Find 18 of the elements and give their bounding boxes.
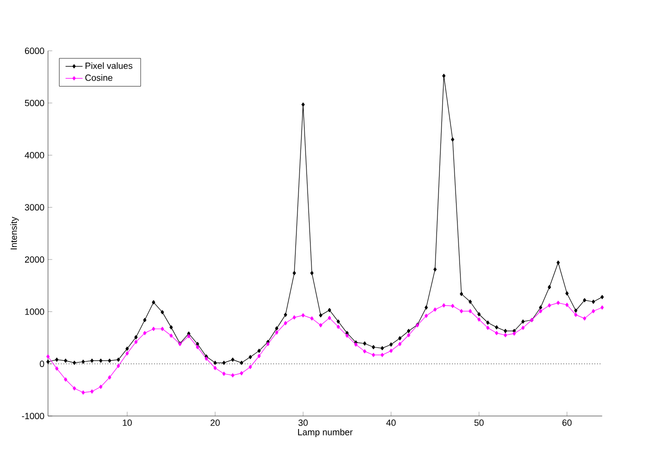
x-tick-label: 60 (562, 420, 572, 426)
legend-label: Pixel values (86, 62, 132, 69)
legend-label: Cosine (85, 74, 112, 81)
x-tick-label: 30 (298, 420, 308, 426)
x-axis-title: Lamp number (298, 428, 353, 438)
y-axis-title: Intensity (10, 216, 19, 250)
y-tick-label: 3000 (24, 204, 44, 211)
y-tick-label: 0 (40, 360, 44, 368)
y-tick-label: 5000 (24, 100, 44, 106)
x-tick-label: 20 (210, 420, 220, 426)
y-tick-label: 4000 (24, 152, 44, 158)
y-tick-label: 1000 (25, 308, 44, 315)
y-tick-label: 2000 (24, 256, 44, 263)
y-tick-label: -1000 (22, 412, 44, 420)
x-tick-label: 10 (122, 420, 132, 426)
x-tick-label: 50 (474, 420, 484, 426)
y-tick-label: 6000 (24, 48, 44, 54)
x-tick-label: 40 (386, 420, 396, 426)
